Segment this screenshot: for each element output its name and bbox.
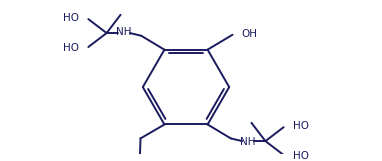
Text: HO: HO [293,151,309,161]
Text: HO: HO [63,13,79,24]
Text: NH: NH [116,27,132,37]
Text: HO: HO [293,122,309,132]
Text: OH: OH [242,29,258,39]
Text: NH: NH [240,137,256,147]
Text: HO: HO [63,43,79,53]
